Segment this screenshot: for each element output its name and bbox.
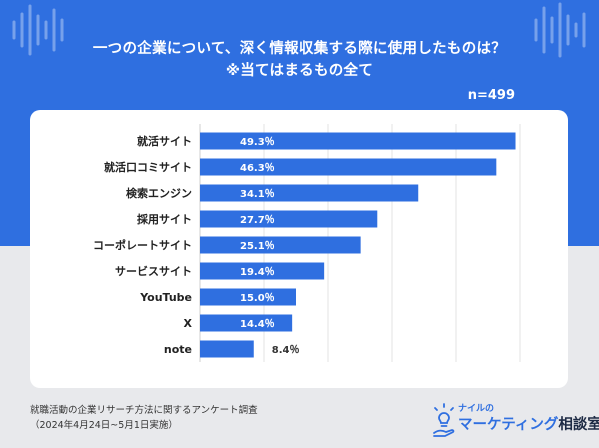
value-label: 25.1％ (240, 240, 275, 252)
category-label: note (164, 343, 192, 356)
value-label: 19.4％ (240, 266, 275, 278)
bar (200, 262, 325, 280)
category-label: YouTube (139, 291, 192, 304)
category-label: X (184, 317, 193, 330)
value-label: 27.7％ (240, 214, 275, 226)
value-label: 49.3％ (240, 136, 275, 148)
value-label: 46.3％ (240, 162, 275, 174)
bar (200, 184, 419, 202)
chart-title-line2: ※当てはまるもの全て (225, 63, 374, 79)
bar-chart: 就活サイト 49.3％ 就活口コミサイト 46.3％ 検索エンジン 34.1％ 採用サイト 2… (93, 124, 521, 362)
chart-title-line1: 一つの企業について、深く情報収集する際に使用したものは？ (92, 41, 507, 57)
chart-title: 一つの企業について、深く情報収集する際に使用したものは？ ※当てはまるもの全て (0, 38, 599, 82)
category-label: サービスサイト (115, 264, 192, 278)
footnote-line1: 就職活動の企業リサーチ方法に関するアンケート調査 (30, 405, 258, 416)
bar (200, 158, 497, 176)
category-label: 就活サイト (137, 134, 192, 148)
category-label: 検索エンジン (126, 186, 192, 200)
logo-text-accent: 相談室 (558, 417, 599, 433)
value-label: 34.1％ (240, 188, 275, 200)
bar (200, 236, 361, 254)
bar (200, 288, 296, 306)
value-label: 15.0％ (240, 292, 275, 304)
value-label: 8.4％ (272, 344, 300, 356)
logo-text-marketing: マーケティング (458, 417, 559, 433)
footnote: 就職活動の企業リサーチ方法に関するアンケート調査 （2024年4月24日~5月1… (30, 403, 258, 433)
category-label: 就活口コミサイト (104, 160, 192, 174)
bar (200, 210, 378, 228)
logo-text-main: マーケティング相談室 (458, 413, 599, 434)
value-label: 14.4％ (240, 318, 275, 330)
footnote-line2: （2024年4月24日~5月1日実施） (30, 420, 178, 431)
bar (200, 132, 516, 150)
wave-decoration-right (534, 2, 586, 58)
lightbulb-hand-icon (433, 403, 455, 437)
bar (200, 340, 254, 358)
category-label: 採用サイト (137, 212, 192, 226)
wave-decoration-left (12, 4, 64, 56)
bar (200, 314, 293, 332)
chart-card: 就活サイト 49.3％ 就活口コミサイト 46.3％ 検索エンジン 34.1％ 採用サイト 2… (30, 110, 568, 388)
logo-text-small: ナイルの (458, 404, 495, 414)
brand-logo: ナイルの マーケティング相談室 (432, 401, 599, 441)
category-label: コーポレートサイト (93, 238, 192, 252)
sample-size-label: n=499 (467, 88, 515, 103)
